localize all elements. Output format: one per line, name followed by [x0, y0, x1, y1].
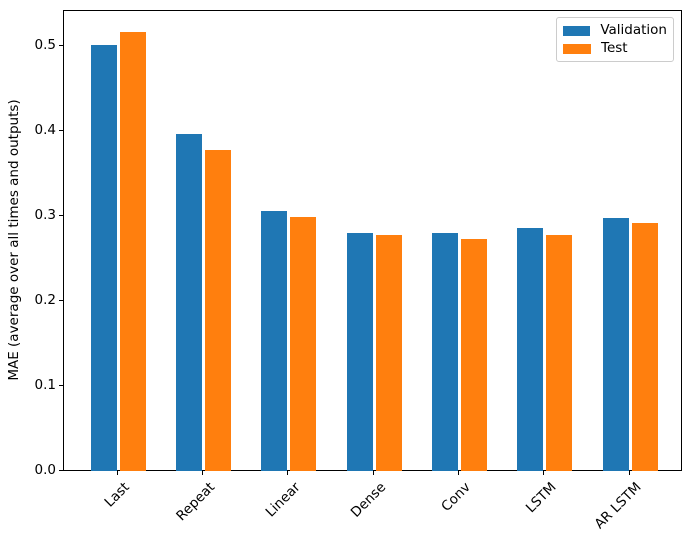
bar-test-repeat [205, 150, 232, 471]
y-tick-label: 0.5 [34, 36, 56, 53]
bar-test-last [119, 32, 146, 471]
bar-validation-last [90, 44, 117, 471]
bars-layer [64, 11, 681, 471]
bar-test-lstm [546, 235, 573, 471]
x-tick-label-last: Last [101, 479, 133, 511]
x-tick-label-ar-lstm: AR LSTM [591, 479, 645, 533]
y-tick-mark [59, 299, 63, 301]
bar-validation-linear [261, 210, 288, 471]
x-tick-label-dense: Dense [347, 479, 389, 521]
x-tick-label-lstm: LSTM [522, 479, 560, 517]
y-tick-mark [59, 384, 63, 386]
y-tick-label: 0.0 [34, 462, 56, 478]
y-tick-mark [59, 214, 63, 216]
bar-test-linear [290, 216, 317, 471]
bar-validation-conv [432, 232, 459, 471]
bar-test-dense [375, 235, 402, 471]
x-tick-mark [372, 471, 374, 475]
x-tick-label-linear: Linear [262, 479, 304, 521]
x-tick-mark [287, 471, 289, 475]
bar-test-ar-lstm [631, 223, 658, 471]
bar-validation-lstm [517, 227, 544, 471]
test-color-swatch [563, 43, 591, 54]
bar-validation-ar-lstm [602, 217, 629, 471]
validation-color-swatch [563, 25, 591, 36]
x-tick-mark [628, 471, 630, 475]
plot-area [63, 10, 682, 471]
legend-label-test: Test [601, 40, 628, 56]
legend-entry-validation: Validation [563, 23, 667, 38]
y-tick-label: 0.3 [34, 206, 56, 223]
x-tick-mark [202, 471, 204, 475]
y-tick-mark [59, 470, 63, 471]
y-tick-label: 0.2 [34, 291, 56, 308]
legend: Validation Test [556, 17, 674, 62]
y-tick-label: 0.1 [34, 376, 56, 393]
y-tick-label: 0.4 [34, 121, 56, 138]
legend-entry-test: Test [563, 41, 667, 56]
bar-test-conv [461, 238, 488, 471]
x-tick-mark [458, 471, 460, 475]
y-tick-mark [59, 44, 63, 46]
x-tick-mark [543, 471, 545, 475]
bar-validation-dense [346, 232, 373, 471]
x-tick-label-repeat: Repeat [173, 479, 219, 525]
y-tick-mark [59, 129, 63, 131]
x-tick-label-conv: Conv [438, 479, 475, 515]
legend-label-validation: Validation [600, 22, 667, 38]
y-axis-label: MAE (average over all times and outputs) [6, 99, 22, 381]
x-tick-mark [116, 471, 118, 475]
bar-validation-repeat [176, 134, 203, 471]
